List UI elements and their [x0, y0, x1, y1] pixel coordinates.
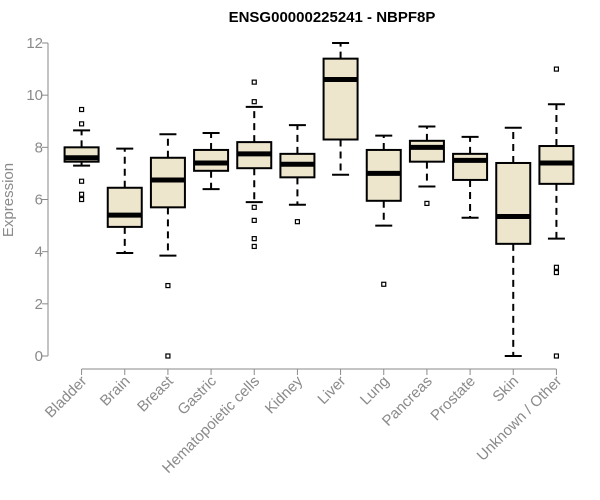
outlier-point — [251, 243, 257, 250]
box-pancreas — [408, 125, 445, 207]
outlier-point — [78, 106, 85, 113]
outlier-point — [424, 200, 430, 207]
outlier-point — [78, 121, 85, 127]
box-bladder — [63, 106, 100, 203]
x-tick-label: Kidney — [262, 372, 307, 417]
box-brain — [106, 147, 143, 254]
x-tick-label: Bladder — [42, 373, 91, 422]
y-tick-label: 6 — [35, 192, 43, 209]
outlier-point — [251, 99, 257, 105]
chart-title: ENSG00000225241 - NBPF8P — [229, 9, 436, 26]
outlier-point — [78, 196, 85, 203]
box-liver — [322, 42, 359, 176]
box-skin — [495, 126, 532, 357]
x-tick-label: Skin — [489, 373, 522, 406]
box-kidney — [279, 124, 316, 225]
outlier-point — [294, 219, 301, 225]
y-axis: 0 2 4 6 8 10 12 — [26, 35, 49, 365]
boxes-layer — [63, 42, 575, 359]
outlier-point — [381, 281, 387, 287]
box-body — [193, 148, 230, 172]
x-tick-label: Prostate — [427, 373, 479, 425]
outlier-point — [553, 353, 560, 359]
y-axis-label: Expression — [0, 163, 17, 237]
box-body — [149, 156, 186, 209]
x-tick-label: Brain — [97, 373, 134, 410]
outlier-point — [251, 236, 257, 242]
outlier-point — [553, 269, 560, 276]
box-prostate — [452, 135, 489, 219]
box-body — [408, 139, 445, 163]
outlier-point — [251, 204, 257, 210]
y-tick-label: 0 — [35, 348, 43, 365]
outlier-point — [553, 264, 560, 270]
x-tick-label: Lung — [357, 373, 393, 409]
box-body — [106, 186, 143, 228]
box-unknown-other — [538, 66, 575, 359]
y-tick-label: 12 — [26, 35, 43, 52]
outlier-point — [553, 66, 560, 72]
y-tick-label: 8 — [35, 139, 43, 156]
y-tick-label: 4 — [35, 244, 43, 261]
box-lung — [365, 134, 402, 287]
y-tick-label: 10 — [26, 87, 43, 104]
y-tick-label: 2 — [35, 296, 43, 313]
outlier-point — [165, 282, 171, 289]
outlier-point — [251, 217, 257, 223]
x-tick-label: Breast — [134, 372, 177, 415]
box-breast — [149, 133, 186, 359]
box-body — [322, 57, 359, 141]
outlier-point — [165, 353, 171, 359]
x-tick-label: Liver — [314, 373, 349, 408]
box-body — [495, 161, 532, 245]
outlier-point — [78, 178, 85, 184]
box-gastric — [193, 131, 230, 191]
outlier-point — [78, 191, 85, 197]
box-body — [452, 152, 489, 181]
outlier-point — [251, 79, 257, 85]
box-hematopoietic-cells — [236, 79, 273, 250]
